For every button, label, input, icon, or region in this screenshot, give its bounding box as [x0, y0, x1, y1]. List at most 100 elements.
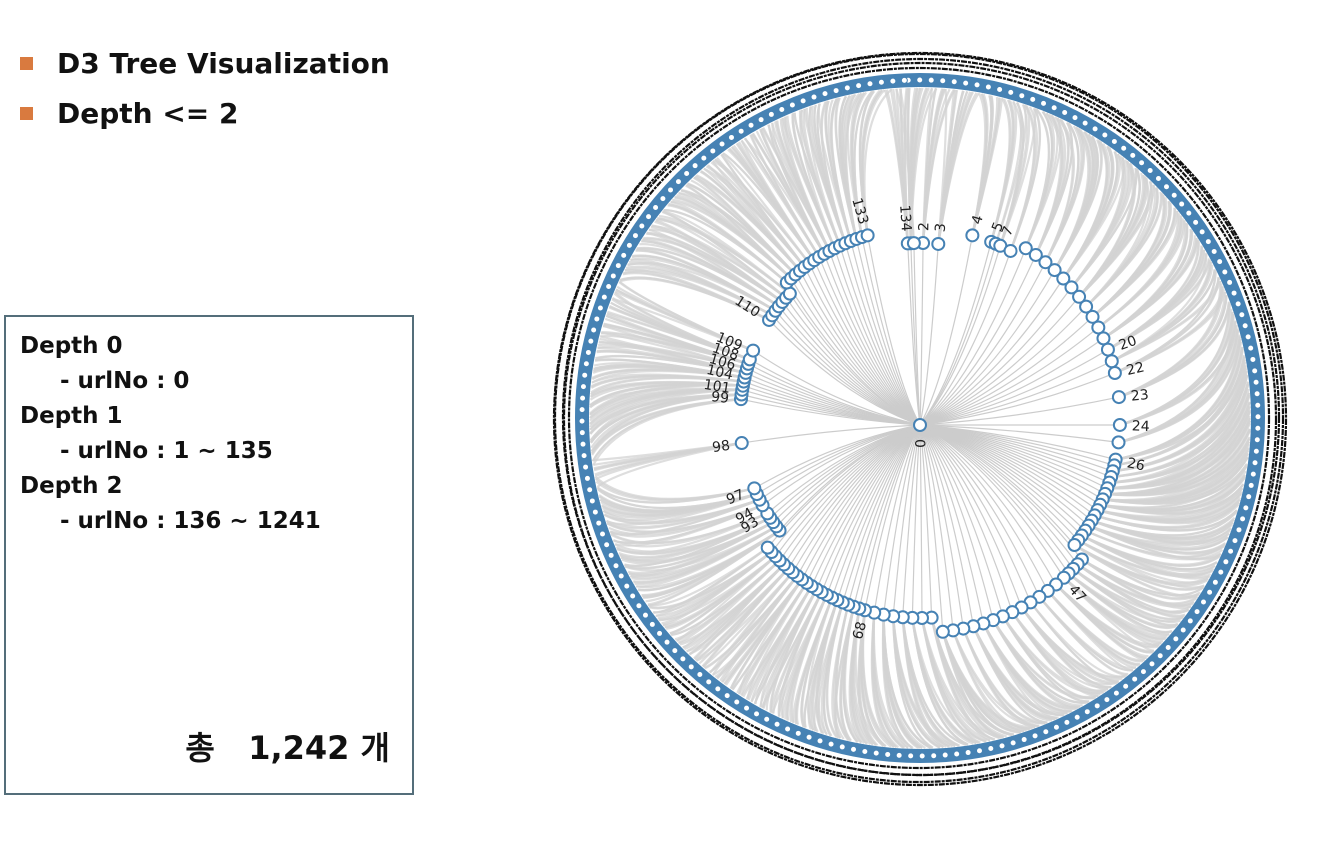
depth2-node[interactable] — [753, 710, 761, 718]
depth2-node[interactable] — [916, 76, 924, 84]
depth1-node[interactable] — [1072, 289, 1087, 304]
depth1-node[interactable] — [1079, 299, 1094, 314]
depth2-node[interactable] — [1101, 131, 1109, 139]
depth2-node[interactable] — [1249, 470, 1257, 478]
depth2-node[interactable] — [939, 77, 947, 85]
depth2-node[interactable] — [696, 670, 704, 678]
depth2-node[interactable] — [827, 740, 835, 748]
depth2-node[interactable] — [1164, 643, 1172, 651]
depth2-node[interactable] — [1216, 258, 1224, 266]
depth2-node[interactable] — [1227, 547, 1235, 555]
depth2-node[interactable] — [683, 169, 691, 177]
depth2-node[interactable] — [950, 78, 958, 86]
depth2-node[interactable] — [645, 213, 653, 221]
depth2-node[interactable] — [889, 77, 897, 85]
depth2-node[interactable] — [855, 82, 863, 90]
depth2-node[interactable] — [1254, 413, 1262, 421]
depth2-node[interactable] — [1131, 675, 1139, 683]
depth2-node[interactable] — [679, 655, 687, 663]
depth2-node[interactable] — [605, 282, 613, 290]
depth2-node[interactable] — [617, 572, 625, 580]
depth1-node[interactable] — [1056, 271, 1071, 286]
depth2-node[interactable] — [1081, 119, 1089, 127]
depth2-node[interactable] — [1009, 739, 1017, 747]
depth2-node[interactable] — [1148, 660, 1156, 668]
depth2-node[interactable] — [607, 551, 615, 559]
depth2-node[interactable] — [625, 241, 633, 249]
depth2-node[interactable] — [1154, 174, 1162, 182]
depth2-node[interactable] — [832, 87, 840, 95]
depth1-node[interactable] — [1067, 538, 1082, 553]
depth2-node[interactable] — [599, 530, 607, 538]
depth2-node[interactable] — [843, 84, 851, 92]
depth1-node[interactable] — [860, 228, 875, 243]
depth2-node[interactable] — [656, 629, 664, 637]
depth2-node[interactable] — [1040, 99, 1048, 107]
depth1-node[interactable] — [1096, 331, 1111, 346]
depth1-node[interactable] — [1111, 390, 1126, 405]
depth2-node[interactable] — [578, 417, 586, 425]
depth2-node[interactable] — [1146, 166, 1154, 174]
depth2-node[interactable] — [930, 752, 938, 760]
depth2-node[interactable] — [1020, 736, 1028, 744]
depth2-node[interactable] — [1052, 723, 1060, 731]
depth2-node[interactable] — [1018, 92, 1026, 100]
depth1-node[interactable] — [906, 236, 921, 251]
depth2-node[interactable] — [1156, 652, 1164, 660]
depth2-node[interactable] — [998, 742, 1006, 750]
depth2-node[interactable] — [737, 127, 745, 135]
depth2-node[interactable] — [1221, 268, 1229, 276]
depth2-node[interactable] — [1254, 424, 1262, 432]
depth1-node[interactable] — [746, 343, 761, 358]
depth2-node[interactable] — [1235, 526, 1243, 534]
depth2-node[interactable] — [1029, 95, 1037, 103]
depth2-node[interactable] — [918, 752, 926, 760]
depth2-node[interactable] — [1091, 125, 1099, 133]
depth1-node[interactable] — [1100, 342, 1115, 357]
depth2-node[interactable] — [1071, 114, 1079, 122]
depth2-node[interactable] — [784, 725, 792, 733]
depth2-node[interactable] — [1253, 390, 1261, 398]
depth2-node[interactable] — [1110, 137, 1118, 145]
depth2-node[interactable] — [747, 121, 755, 129]
depth2-node[interactable] — [595, 519, 603, 527]
depth2-node[interactable] — [975, 747, 983, 755]
depth2-node[interactable] — [788, 101, 796, 109]
depth2-node[interactable] — [866, 80, 874, 88]
depth1-node[interactable] — [1003, 243, 1018, 258]
depth2-node[interactable] — [1007, 88, 1015, 96]
depth2-node[interactable] — [1226, 278, 1234, 286]
depth2-node[interactable] — [996, 86, 1004, 94]
depth2-node[interactable] — [1162, 183, 1170, 191]
depth2-node[interactable] — [1241, 322, 1249, 330]
depth2-node[interactable] — [884, 750, 892, 758]
depth2-node[interactable] — [1186, 617, 1194, 625]
depth2-node[interactable] — [757, 116, 765, 124]
depth2-node[interactable] — [638, 222, 646, 230]
depth2-node[interactable] — [1198, 228, 1206, 236]
depth2-node[interactable] — [850, 745, 858, 753]
depth2-node[interactable] — [687, 663, 695, 671]
depth2-node[interactable] — [709, 147, 717, 155]
depth2-node[interactable] — [652, 203, 660, 211]
depth2-node[interactable] — [900, 76, 908, 84]
depth2-node[interactable] — [1193, 608, 1201, 616]
depth1-node[interactable] — [1085, 309, 1100, 324]
depth2-node[interactable] — [663, 638, 671, 646]
depth2-node[interactable] — [821, 90, 829, 98]
depth2-node[interactable] — [641, 611, 649, 619]
depth2-node[interactable] — [691, 162, 699, 170]
depth1-node[interactable] — [1018, 241, 1033, 256]
depth2-node[interactable] — [1083, 708, 1091, 716]
depth1-node[interactable] — [734, 436, 749, 451]
depth2-node[interactable] — [590, 326, 598, 334]
depth2-node[interactable] — [1204, 238, 1212, 246]
depth2-node[interactable] — [603, 541, 611, 549]
depth2-node[interactable] — [1252, 447, 1260, 455]
depth2-node[interactable] — [1206, 588, 1214, 596]
depth2-node[interactable] — [609, 272, 617, 280]
depth2-node[interactable] — [659, 195, 667, 203]
depth1-node[interactable] — [1038, 255, 1053, 270]
depth2-node[interactable] — [587, 337, 595, 345]
depth2-node[interactable] — [1242, 504, 1250, 512]
